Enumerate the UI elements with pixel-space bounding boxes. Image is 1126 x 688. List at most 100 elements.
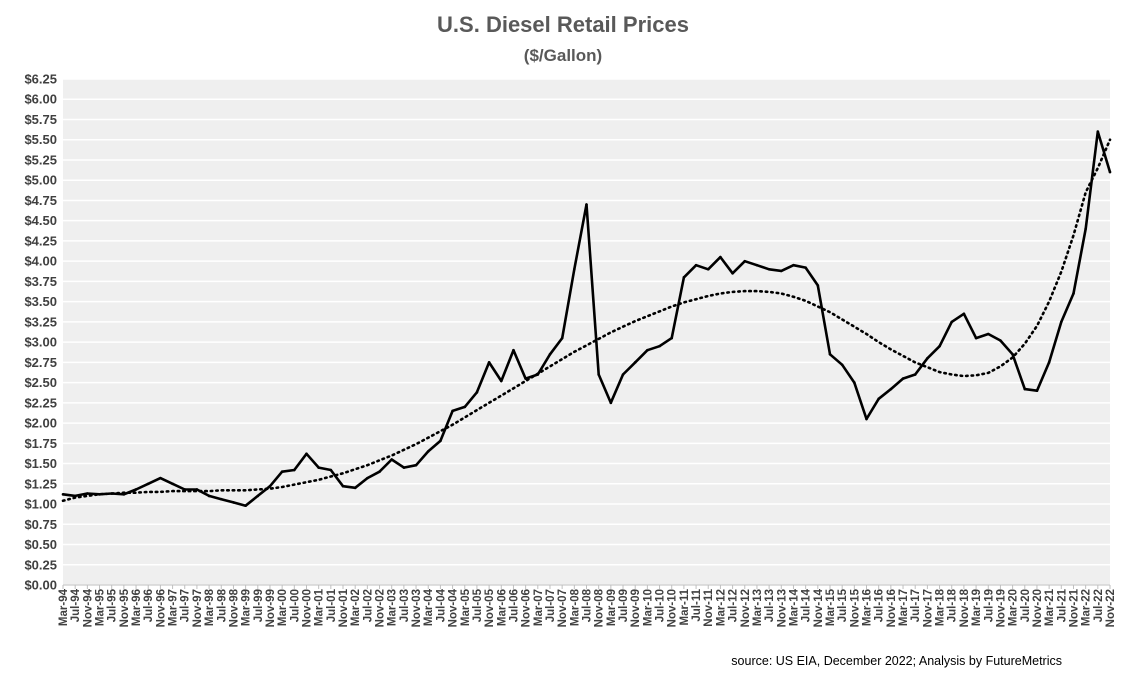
x-tick-label: Mar-17	[898, 589, 910, 626]
data-point	[73, 494, 77, 498]
data-point	[719, 255, 722, 259]
x-tick-label: Nov-10	[667, 589, 679, 627]
data-point	[487, 361, 491, 364]
data-point	[1096, 130, 1100, 133]
data-point	[1108, 170, 1112, 174]
data-point	[609, 401, 613, 405]
x-tick-label: Jul-99	[253, 589, 265, 622]
plot-area	[63, 79, 1110, 585]
x-tick-label: Mar-10	[642, 589, 654, 626]
x-tick-label: Nov-02	[375, 589, 387, 627]
x-tick-label: Nov-07	[557, 589, 569, 627]
x-tick-label: Nov-98	[228, 588, 240, 627]
y-tick-label: $2.25	[24, 395, 57, 410]
data-point	[390, 458, 394, 461]
x-tick-label: Jul-00	[289, 589, 301, 622]
y-tick-label: $0.00	[24, 578, 57, 593]
data-point	[840, 363, 844, 367]
x-tick-label: Jul-13	[764, 589, 776, 622]
x-tick-label: Jul-01	[326, 588, 338, 622]
source-note: source: US EIA, December 2022; Analysis …	[731, 654, 1062, 668]
y-tick-label: $4.00	[24, 254, 57, 269]
x-tick-label: Nov-11	[703, 588, 715, 626]
x-tick-label: Jul-07	[545, 589, 557, 622]
x-tick-label: Nov-94	[82, 588, 94, 627]
x-tick-label: Mar-95	[95, 588, 107, 626]
data-point	[621, 373, 625, 376]
x-tick-label: Jul-05	[472, 588, 484, 622]
y-tick-label: $4.75	[24, 193, 57, 208]
y-tick-label: $3.25	[24, 314, 57, 329]
y-tick-label: $5.75	[24, 112, 57, 127]
data-point	[475, 391, 479, 394]
data-point	[207, 494, 211, 498]
x-tick-label: Jul-98	[216, 588, 228, 622]
data-point	[512, 348, 515, 352]
x-tick-label: Jul-03	[399, 589, 411, 622]
x-tick-label: Nov-13	[776, 589, 788, 627]
y-tick-label: $2.75	[24, 355, 57, 370]
data-point	[853, 381, 856, 384]
data-point	[268, 484, 272, 488]
data-point	[244, 504, 247, 507]
x-tick-label: Nov-09	[630, 589, 642, 627]
data-point	[414, 463, 418, 467]
data-point	[646, 348, 649, 352]
data-point	[877, 397, 880, 401]
x-tick-label: Jul-06	[508, 589, 520, 622]
x-tick-label: Mar-97	[168, 589, 180, 626]
data-point	[1011, 352, 1014, 356]
data-point	[341, 484, 345, 488]
x-tick-label: Nov-05	[484, 588, 496, 627]
y-tick-label: $5.50	[24, 132, 57, 147]
x-tick-label: Mar-15	[825, 588, 837, 626]
x-tick-label: Jul-95	[107, 588, 119, 622]
x-tick-label: Jul-08	[582, 588, 594, 622]
data-point	[171, 482, 174, 486]
chart-title: U.S. Diesel Retail Prices	[437, 12, 689, 37]
data-point	[670, 336, 674, 340]
data-point	[293, 468, 296, 472]
y-tick-label: $3.00	[24, 335, 57, 350]
y-tick-label: $1.50	[24, 456, 57, 471]
x-tick-label: Jul-04	[435, 588, 447, 622]
data-point	[999, 339, 1002, 342]
x-tick-label: Jul-14	[801, 588, 813, 622]
data-point	[901, 377, 905, 380]
x-tick-label: Mar-19	[971, 589, 983, 626]
data-point	[573, 267, 576, 271]
x-tick-label: Jul-02	[362, 589, 374, 622]
data-point	[378, 470, 381, 473]
y-tick-label: $6.00	[24, 92, 57, 107]
data-point	[159, 476, 162, 480]
x-tick-label: Jul-18	[947, 588, 959, 622]
data-point	[950, 320, 954, 324]
x-tick-label: Nov-17	[922, 589, 934, 627]
data-point	[256, 494, 260, 498]
x-tick-label: Mar-98	[204, 588, 216, 626]
data-point	[974, 336, 978, 340]
data-point	[451, 409, 454, 413]
data-point	[146, 482, 150, 486]
series-trendline	[61, 138, 1112, 503]
x-tick-label: Mar-08	[569, 588, 581, 626]
data-point	[792, 263, 795, 267]
x-tick-label: Nov-06	[521, 589, 533, 627]
data-point	[439, 439, 442, 443]
x-tick-label: Mar-06	[496, 589, 508, 626]
x-tick-label: Nov-21	[1068, 588, 1080, 627]
x-tick-label: Jul-96	[143, 589, 155, 622]
x-tick-label: Nov-03	[411, 589, 423, 627]
data-point	[219, 497, 223, 501]
data-point	[706, 267, 710, 271]
x-tick-label: Nov-19	[995, 589, 1007, 627]
x-tick-label: Jul-10	[655, 589, 667, 622]
y-tick-label: $3.75	[24, 274, 57, 289]
chart-subtitle: ($/Gallon)	[523, 46, 603, 65]
y-tick-label: $2.50	[24, 375, 57, 390]
data-point	[865, 417, 868, 421]
x-tick-label: Nov-18	[959, 588, 971, 627]
x-tick-label: Mar-13	[752, 589, 764, 626]
x-tick-label: Jul-94	[70, 588, 82, 622]
